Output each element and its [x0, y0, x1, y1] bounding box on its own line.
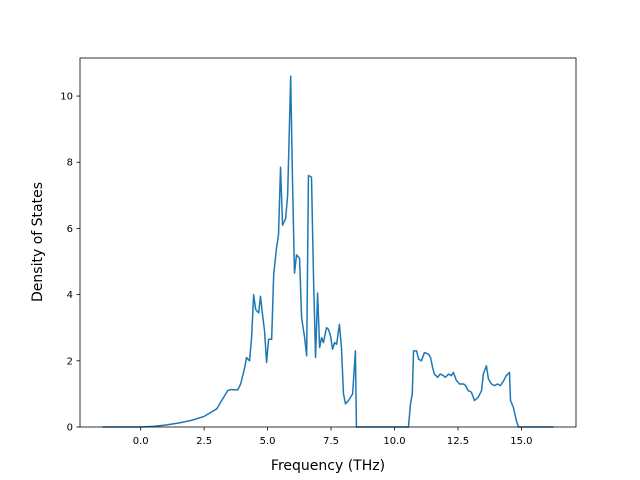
x-axis-label: Frequency (THz) — [271, 458, 385, 474]
plot-frame — [79, 57, 577, 428]
x-tick-label: 2.5 — [196, 436, 212, 447]
dos-line — [102, 75, 554, 428]
x-tick-label: 10.0 — [383, 436, 405, 447]
x-tick-label: 7.5 — [323, 436, 339, 447]
y-tick-label: 4 — [67, 290, 73, 301]
x-tick-label: 15.0 — [510, 436, 532, 447]
y-tick-label: 2 — [67, 356, 73, 367]
y-tick-label: 0 — [67, 423, 73, 434]
x-tick-label: 5.0 — [260, 436, 276, 447]
y-axis-label: Density of States — [30, 182, 46, 302]
y-tick-label: 10 — [60, 92, 73, 103]
x-tick-label: 0.0 — [133, 436, 149, 447]
y-tick-label: 8 — [67, 158, 73, 169]
x-tick-label: 12.5 — [447, 436, 469, 447]
y-tick-label: 6 — [67, 224, 73, 235]
